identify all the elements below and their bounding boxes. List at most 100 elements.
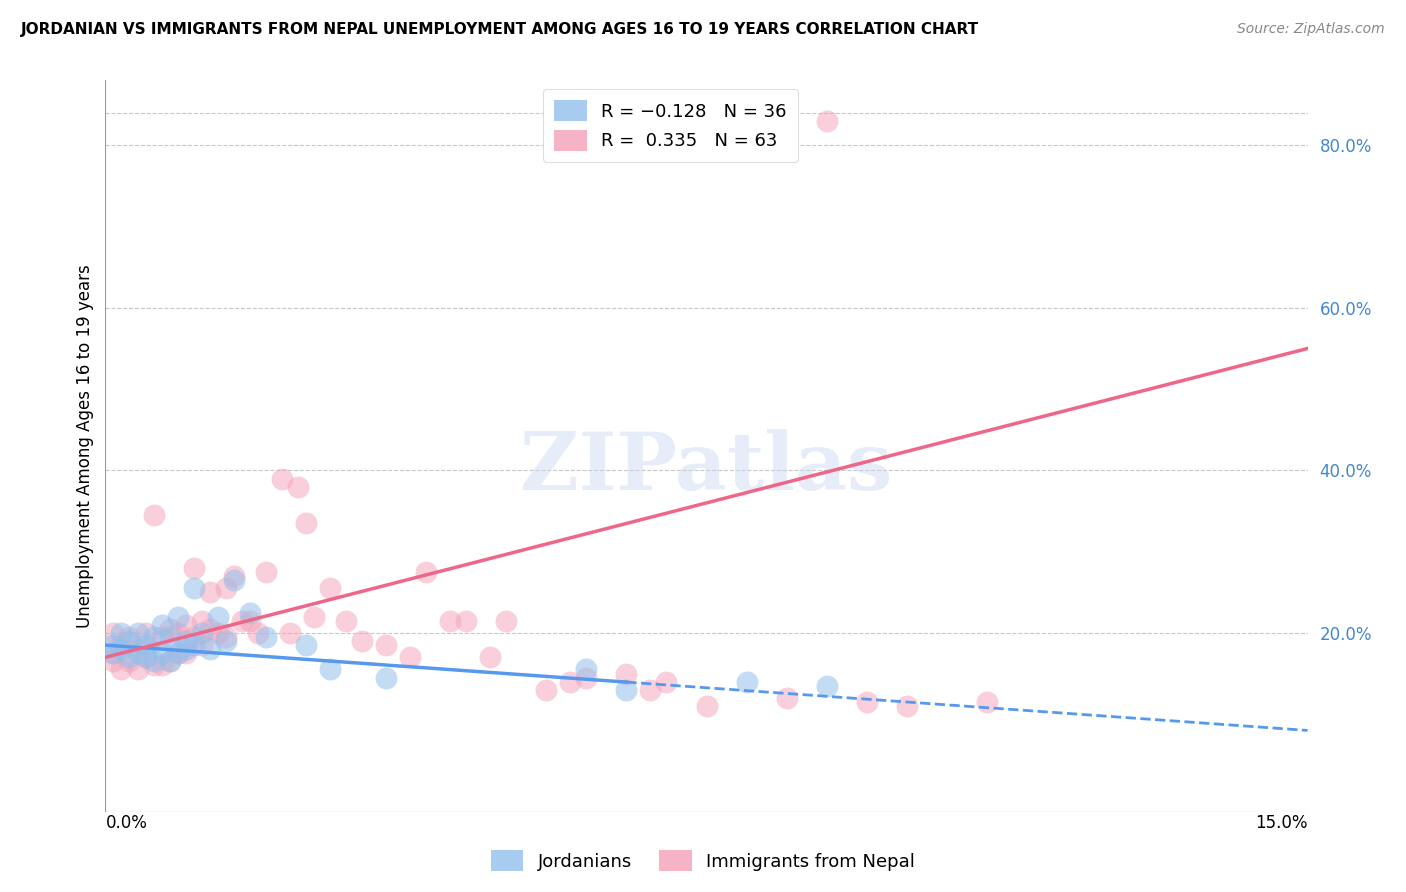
Point [246,626,269,640]
Point [350,634,373,648]
Point [103,646,125,660]
Text: 15.0%: 15.0% [1256,814,1308,832]
Text: JORDANIAN VS IMMIGRANTS FROM NEPAL UNEMPLOYMENT AMONG AGES 16 TO 19 YEARS CORREL: JORDANIAN VS IMMIGRANTS FROM NEPAL UNEMP… [21,22,979,37]
Point [198,585,221,599]
Point [640,682,662,697]
Point [479,650,502,665]
Point [302,609,325,624]
Point [183,630,205,644]
Point [127,626,149,640]
Point [159,622,181,636]
Point [174,642,197,657]
Point [183,581,205,595]
Point [159,654,181,668]
Point [142,630,165,644]
Point [454,614,477,628]
Point [127,663,149,677]
Point [399,650,422,665]
Point [190,626,212,640]
Point [142,654,165,668]
Point [270,471,292,485]
Point [278,626,301,640]
Point [110,663,132,677]
Point [142,658,165,673]
Point [616,682,638,697]
Point [150,630,173,644]
Point [254,565,277,579]
Point [135,626,157,640]
Point [575,663,598,677]
Point [735,674,758,689]
Point [976,695,998,709]
Y-axis label: Unemployment Among Ages 16 to 19 years: Unemployment Among Ages 16 to 19 years [76,264,94,628]
Point [166,609,188,624]
Point [110,642,132,657]
Point [254,630,277,644]
Point [295,638,318,652]
Point [896,699,918,714]
Point [495,614,517,628]
Text: ZIPatlas: ZIPatlas [520,429,893,507]
Legend: R = −0.128   N = 36, R =  0.335   N = 63: R = −0.128 N = 36, R = 0.335 N = 63 [543,89,797,161]
Point [103,626,125,640]
Point [174,617,197,632]
Point [319,581,342,595]
Point [174,634,197,648]
Point [190,614,212,628]
Point [174,646,197,660]
Point [655,674,678,689]
Point [183,638,205,652]
Point [239,606,262,620]
Point [166,646,188,660]
Point [335,614,357,628]
Point [207,626,229,640]
Point [127,642,149,657]
Point [207,609,229,624]
Point [439,614,461,628]
Point [135,650,157,665]
Point [415,565,437,579]
Point [190,638,212,652]
Point [159,630,181,644]
Point [239,614,262,628]
Point [150,617,173,632]
Point [776,690,799,705]
Point [222,573,245,587]
Point [696,699,718,714]
Point [214,630,236,644]
Point [374,671,398,685]
Point [118,630,141,644]
Point [166,646,188,660]
Point [231,614,253,628]
Text: 0.0%: 0.0% [105,814,148,832]
Point [135,650,157,665]
Point [103,646,125,660]
Point [575,671,598,685]
Point [110,626,132,640]
Point [735,138,758,153]
Point [127,646,149,660]
Point [103,638,125,652]
Point [374,638,398,652]
Point [103,654,125,668]
Point [150,658,173,673]
Point [198,642,221,657]
Point [815,114,838,128]
Point [183,561,205,575]
Legend: Jordanians, Immigrants from Nepal: Jordanians, Immigrants from Nepal [484,843,922,879]
Point [118,634,141,648]
Point [815,679,838,693]
Point [319,663,342,677]
Point [295,516,318,531]
Point [142,508,165,522]
Point [166,626,188,640]
Point [118,654,141,668]
Point [534,682,557,697]
Point [159,654,181,668]
Point [214,634,236,648]
Point [110,638,132,652]
Point [198,622,221,636]
Point [222,569,245,583]
Point [855,695,877,709]
Text: Source: ZipAtlas.com: Source: ZipAtlas.com [1237,22,1385,37]
